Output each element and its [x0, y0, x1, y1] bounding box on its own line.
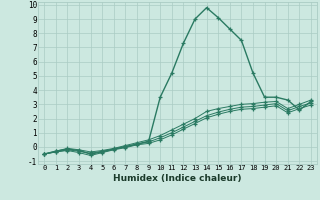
X-axis label: Humidex (Indice chaleur): Humidex (Indice chaleur)	[113, 174, 242, 183]
